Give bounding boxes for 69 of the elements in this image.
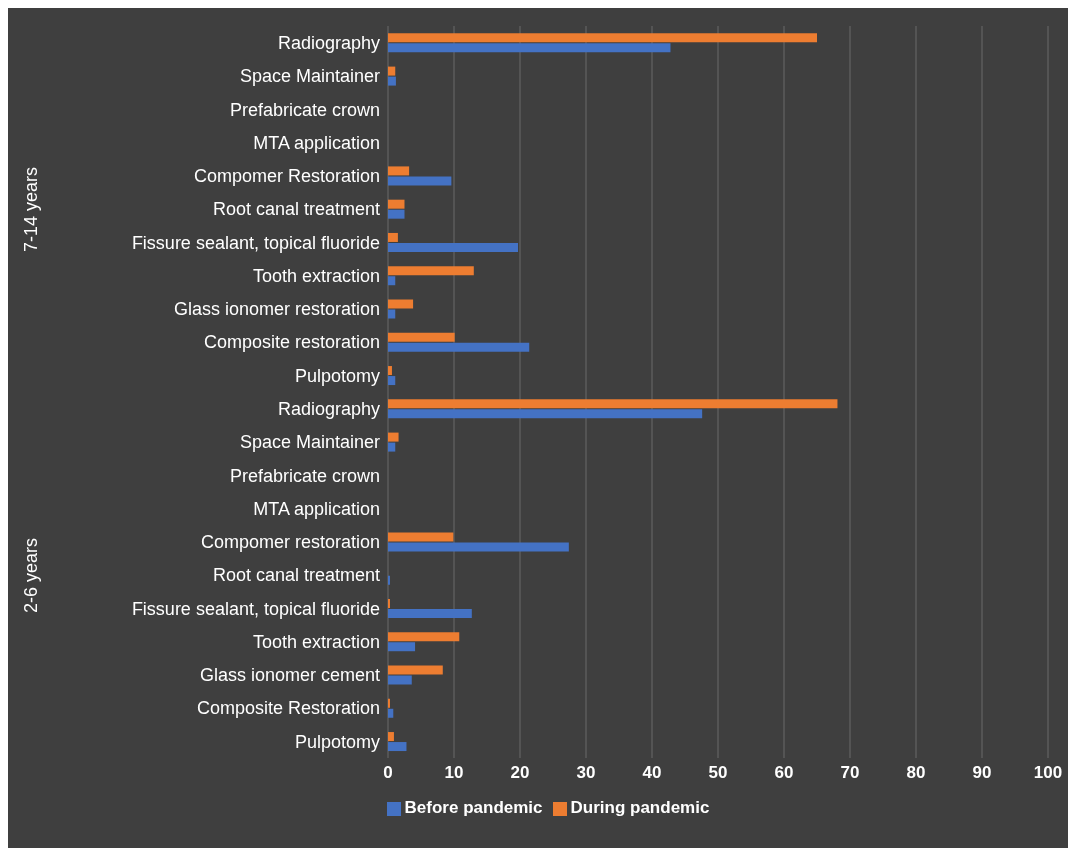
y-tick-label: Prefabricate crown [229,99,380,120]
legend-label: During pandemic [570,798,710,817]
y-tick-label: MTA application [253,132,380,153]
x-tick-label: 20 [510,763,530,783]
y-tick-label: Space Maintainer [239,432,380,453]
x-tick-label: 60 [774,763,794,783]
bar [388,309,396,319]
y-tick-label: Prefabricate crown [229,465,380,486]
bar [388,632,460,642]
y-tick-label: Radiography [277,33,380,54]
bar [388,732,394,742]
y-tick-label: MTA application [253,498,380,519]
bar [388,43,671,53]
text: 7-14 years [21,166,43,252]
y-tick-label: Space Maintainer [239,66,380,87]
x-tick-label: 90 [972,763,992,783]
y-tick-label: Compomer restoration [200,532,380,553]
bar [388,708,394,718]
bar [388,242,519,252]
x-tick-label: 80 [906,763,926,783]
y-tick-label: Composite Restoration [196,698,380,719]
bar [388,399,838,409]
bar [388,266,474,276]
bar [388,342,530,352]
bar [388,276,396,286]
bar [388,665,443,675]
x-tick-label: 40 [642,763,662,783]
x-tick-label: 10 [444,763,464,783]
bar [388,442,396,452]
bar [388,332,455,342]
x-tick-label: 50 [708,763,728,783]
legend-label: Before pandemic [404,798,543,817]
y-tick-label: Glass ionomer cement [199,665,380,686]
bar [388,409,703,419]
bar [388,66,396,76]
bar [388,166,410,176]
y-tick-label: Tooth extraction [252,631,380,652]
bar [388,432,399,442]
bar [388,76,396,86]
bar [388,232,398,242]
bar [388,608,472,618]
bar [388,542,569,552]
bar [388,199,405,209]
y-tick-label: Pulpotomy [294,731,380,752]
bar [388,675,412,685]
y-tick-label: Fissure sealant, topical fluoride [131,232,380,253]
x-tick-label: 30 [576,763,596,783]
y-tick-label: Composite restoration [203,332,380,353]
x-tick-label: 70 [840,763,860,783]
x-tick-label: 100 [1033,763,1063,783]
y-tick-label: Fissure sealant, topical fluoride [131,598,380,619]
x-tick-label: 0 [383,763,393,783]
y-tick-label: Root canal treatment [212,565,380,586]
bar [388,176,452,186]
y-tick-label: Root canal treatment [212,199,380,220]
y-tick-label: Pulpotomy [294,365,380,386]
bar [388,209,405,219]
bar [388,642,416,652]
y-tick-label: Tooth extraction [252,265,380,286]
y-tick-label: Glass ionomer restoration [173,299,380,320]
bar [388,366,392,376]
text: 2-6 years [21,537,43,613]
y-tick-label: Compomer Restoration [193,166,380,187]
bar [388,376,396,386]
bar [388,742,407,752]
bar [388,33,817,43]
bar [388,532,454,542]
bar [388,299,414,309]
y-tick-label: Radiography [277,399,380,420]
